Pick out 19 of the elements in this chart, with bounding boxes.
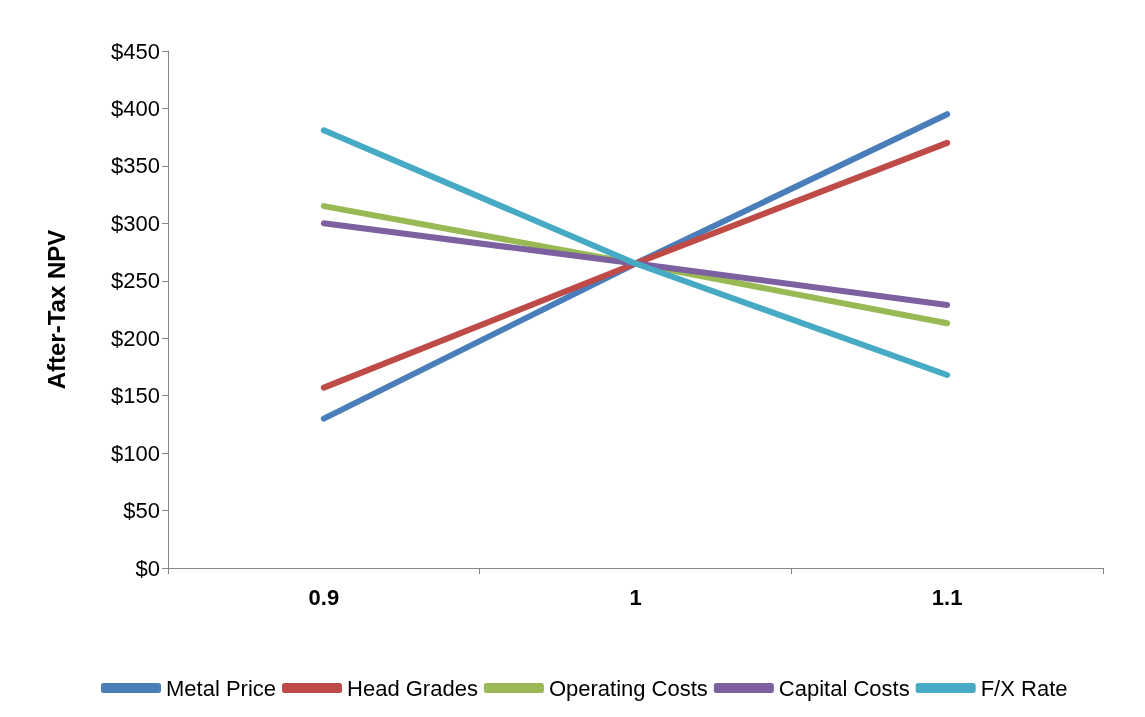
legend-label: Capital Costs bbox=[778, 675, 910, 701]
legend-label: F/X Rate bbox=[980, 675, 1068, 701]
y-tick-label: $0 bbox=[135, 555, 160, 581]
y-tick-label: $200 bbox=[111, 325, 160, 351]
y-tick-label: $150 bbox=[111, 383, 160, 409]
y-tick-label: $450 bbox=[111, 38, 160, 64]
x-tick-label: 0.9 bbox=[308, 584, 340, 610]
legend-label: Operating Costs bbox=[548, 675, 708, 701]
y-tick-label: $300 bbox=[111, 210, 160, 236]
y-tick-label: $400 bbox=[111, 95, 160, 121]
y-axis-title: After-Tax NPV bbox=[42, 229, 70, 390]
legend-label: Metal Price bbox=[166, 675, 277, 701]
y-tick-label: $350 bbox=[111, 153, 160, 179]
y-tick-label: $100 bbox=[111, 440, 160, 466]
x-tick-label: 1 bbox=[629, 584, 642, 610]
x-tick-label: 1.1 bbox=[931, 584, 963, 610]
legend-label: Head Grades bbox=[347, 675, 478, 701]
y-tick-label: $250 bbox=[111, 268, 160, 294]
y-tick-label: $50 bbox=[123, 498, 160, 524]
